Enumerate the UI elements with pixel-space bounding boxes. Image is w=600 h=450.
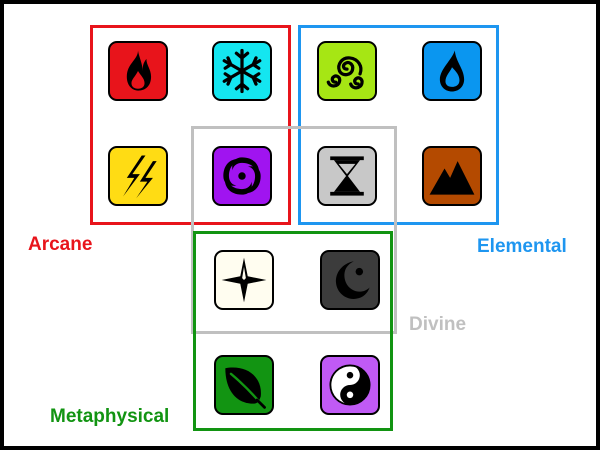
arcane-group-box — [90, 25, 291, 225]
compass-star-icon — [214, 250, 274, 310]
hourglass-icon — [317, 146, 377, 206]
water-drop-icon — [422, 41, 482, 101]
vortex-icon — [212, 146, 272, 206]
yin-yang-icon — [320, 355, 380, 415]
elemental-group-box — [298, 25, 499, 225]
snowflake-icon — [212, 41, 272, 101]
leaf-icon — [214, 355, 274, 415]
crescent-moon-icon — [320, 250, 380, 310]
elemental-label: Elemental — [477, 236, 567, 257]
metaphysical-label: Metaphysical — [50, 406, 170, 427]
divine-label: Divine — [409, 314, 467, 335]
divine-group-box — [191, 126, 397, 334]
arcane-label: Arcane — [28, 234, 93, 255]
mountain-icon — [422, 146, 482, 206]
metaphysical-group-box — [193, 231, 393, 431]
wind-swirl-icon — [317, 41, 377, 101]
lightning-icon — [108, 146, 168, 206]
fire-icon — [108, 41, 168, 101]
